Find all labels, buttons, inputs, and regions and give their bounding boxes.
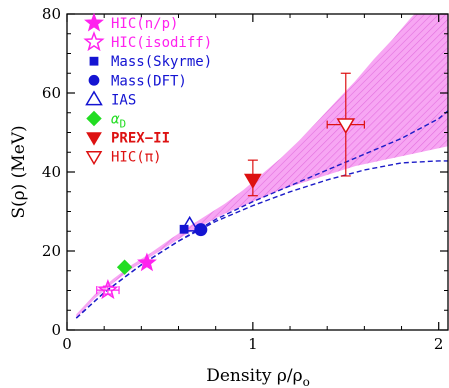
legend-label: PREX−II xyxy=(111,131,170,147)
point-hic-isodiff xyxy=(97,278,119,300)
legend-item-6: αD xyxy=(86,110,126,131)
legend-marker xyxy=(86,110,102,127)
legend-marker xyxy=(88,74,100,86)
y-axis-title: S(ρ) (MeV) xyxy=(9,125,29,218)
legend-marker xyxy=(85,151,103,166)
legend: HIC(n/p) HIC(isodiff) Mass(Skyrme) Mass(DFT… xyxy=(83,12,212,166)
legend-label: Mass(DFT) xyxy=(111,73,187,89)
point-prex-ii xyxy=(243,173,262,189)
plot-area xyxy=(75,14,448,319)
curve-2 xyxy=(75,160,448,319)
legend-item-4: Mass(DFT) xyxy=(88,73,187,89)
legend-marker xyxy=(84,12,104,32)
legend-item-3: Mass(Skyrme) xyxy=(89,54,212,70)
x-axis-title: Density ρ/ρo xyxy=(206,366,310,388)
legend-item-7: PREX−II xyxy=(86,131,170,147)
legend-label: HIC(n/p) xyxy=(111,16,178,32)
legend-marker xyxy=(89,56,99,66)
x-tick-label: 2 xyxy=(434,335,444,353)
y-tick-label: 20 xyxy=(42,242,61,260)
legend-label: Mass(Skyrme) xyxy=(111,54,212,70)
legend-marker xyxy=(85,90,103,106)
y-tick-label: 0 xyxy=(51,321,61,339)
legend-label: HIC(isodiff) xyxy=(111,35,212,51)
y-tick-label: 60 xyxy=(42,84,61,102)
point-mass-dft xyxy=(194,223,208,237)
legend-item-5: IAS xyxy=(85,90,136,108)
y-tick-label: 80 xyxy=(42,5,61,23)
point-hic-n-p xyxy=(137,252,157,272)
legend-marker xyxy=(86,132,102,146)
legend-marker xyxy=(83,30,105,52)
y-tick-label: 40 xyxy=(42,163,61,181)
legend-label: IAS xyxy=(111,92,136,108)
legend-label: HIC(π) xyxy=(111,150,162,166)
point-hic xyxy=(336,118,356,135)
legend-item-8: HIC(π) xyxy=(85,150,162,166)
legend-label: αD xyxy=(111,112,126,131)
point-ias xyxy=(180,215,199,232)
legend-item-2: HIC(isodiff) xyxy=(83,30,212,52)
data-points xyxy=(96,72,365,300)
uncertainty-band xyxy=(76,14,448,319)
point-d xyxy=(116,259,133,275)
legend-item-1: HIC(n/p) xyxy=(84,12,178,32)
x-tick-label: 0 xyxy=(62,335,72,353)
x-tick-label: 1 xyxy=(248,335,258,353)
